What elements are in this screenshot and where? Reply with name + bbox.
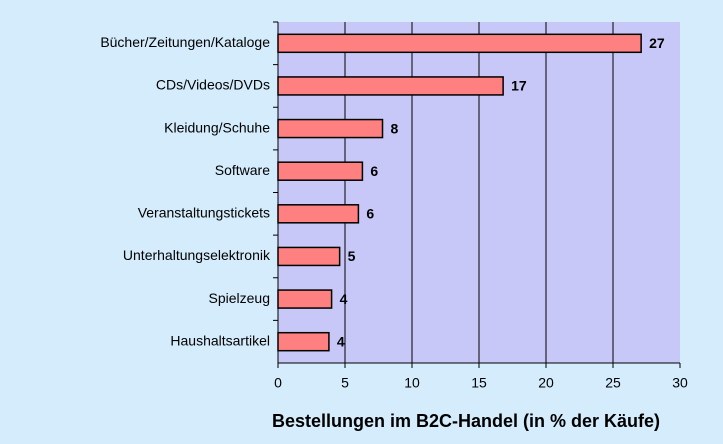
bar xyxy=(277,76,504,96)
bar xyxy=(277,246,341,267)
y-tick-label: Veranstaltungstickets xyxy=(138,205,270,221)
y-tick-label: Bücher/Zeitungen/Kataloge xyxy=(100,34,270,50)
bar xyxy=(277,33,642,54)
data-label: 6 xyxy=(366,206,374,222)
x-tick-label: 10 xyxy=(404,375,420,391)
data-label: 8 xyxy=(391,120,399,136)
y-tick-label: Haushaltsartikel xyxy=(170,332,270,348)
data-label: 6 xyxy=(370,163,378,179)
bar xyxy=(277,289,333,309)
data-label: 27 xyxy=(649,35,665,51)
x-tick-label: 5 xyxy=(341,375,349,391)
data-label: 4 xyxy=(337,333,345,349)
x-axis-title: Bestellungen im B2C-Handel (in % der Käu… xyxy=(272,411,660,431)
x-tick-label: 0 xyxy=(274,375,282,391)
bar xyxy=(277,118,384,139)
y-tick-label: CDs/Videos/DVDs xyxy=(156,77,270,93)
bar xyxy=(277,204,360,224)
x-tick-label: 15 xyxy=(471,375,487,391)
x-tick-label: 30 xyxy=(672,375,688,391)
data-label: 17 xyxy=(511,78,527,94)
bar xyxy=(277,331,330,352)
y-tick-label: Unterhaltungselektronik xyxy=(123,247,271,263)
data-label: 4 xyxy=(340,291,348,307)
x-tick-label: 25 xyxy=(605,375,621,391)
y-tick-label: Spielzeug xyxy=(209,290,271,306)
bar xyxy=(277,161,364,181)
y-tick-label: Kleidung/Schuhe xyxy=(164,119,270,135)
data-label: 5 xyxy=(348,248,356,264)
x-tick-label: 20 xyxy=(538,375,554,391)
y-tick-label: Software xyxy=(215,162,270,178)
